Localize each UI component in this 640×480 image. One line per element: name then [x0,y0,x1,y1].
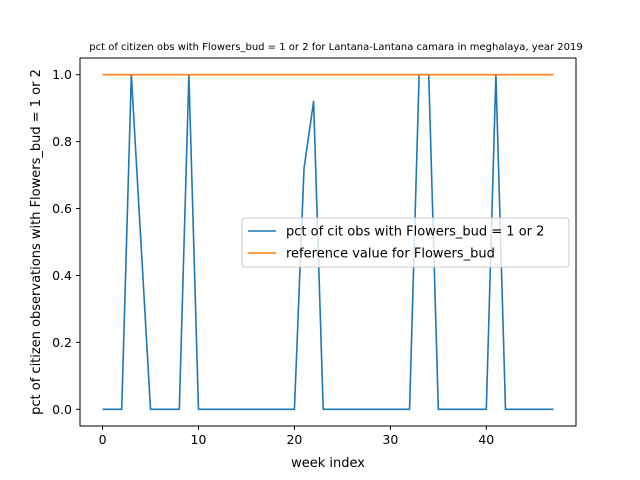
plot-frame [79,57,577,427]
chart-title: pct of citizen obs with Flowers_bud = 1 … [89,42,582,53]
y-tick-label: 0.4 [52,268,72,283]
x-tick-label: 40 [478,432,494,447]
series-line-0 [102,73,554,411]
legend-label-0: pct of cit obs with Flowers_bud = 1 or 2 [286,225,544,240]
legend-label-1: reference value for Flowers_bud [286,247,495,262]
y-tick-label: 1.0 [52,67,72,82]
y-axis: 0.0 0.2 0.4 0.6 0.8 1.0 [52,67,80,417]
y-tick-label: 0.8 [52,134,72,149]
x-tick-label: 30 [382,432,398,447]
y-tick-label: 0.0 [52,402,72,417]
legend: pct of cit obs with Flowers_bud = 1 or 2… [241,217,570,268]
y-tick-label: 0.2 [52,335,72,350]
plot-area [79,57,577,427]
x-tick-label: 0 [99,432,107,447]
x-axis-label: week index [291,456,365,471]
x-axis: 0 10 20 30 40 [99,426,494,447]
x-tick-label: 10 [191,432,207,447]
y-axis-label: pct of citizen observations with Flowers… [29,69,44,415]
y-tick-label: 0.6 [52,201,72,216]
legend-box [241,217,570,268]
x-tick-label: 20 [286,432,302,447]
